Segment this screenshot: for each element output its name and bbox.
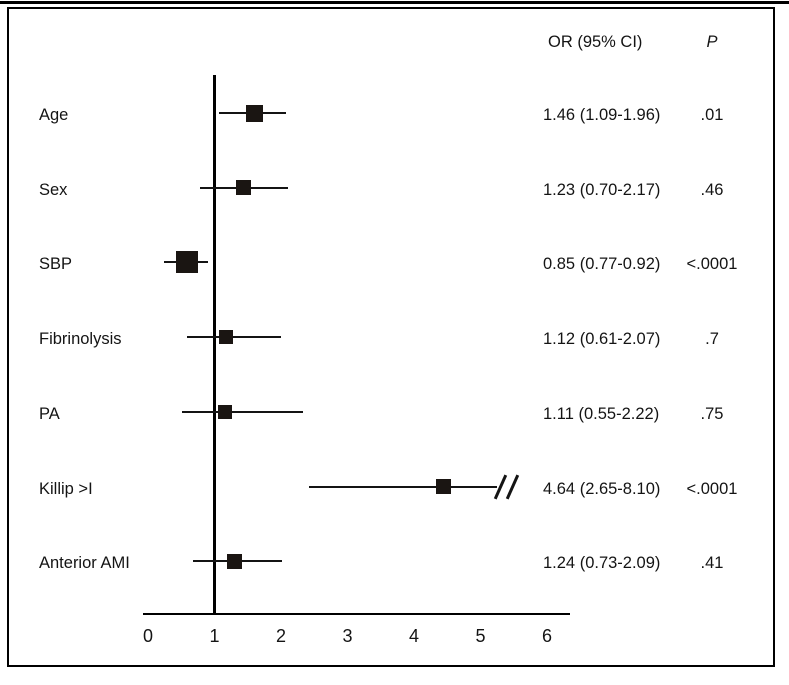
or-ci-value: 1.46 (1.09-1.96)	[543, 106, 661, 124]
figure-border	[7, 7, 775, 667]
row-label: SBP	[39, 255, 73, 274]
or-point-marker	[235, 180, 251, 196]
p-value: <.0001	[686, 479, 738, 498]
or-point-marker	[245, 104, 263, 122]
x-axis-tick-label: 5	[475, 626, 486, 646]
p-value: <.0001	[686, 255, 738, 274]
row-label: Anterior AMI	[39, 554, 130, 573]
p-value: .75	[700, 404, 724, 423]
ci-line	[308, 485, 498, 488]
top-rule	[0, 1, 789, 4]
or-ci-column-header: OR (95% CI)	[548, 33, 643, 51]
x-axis-tick-label: 6	[541, 626, 552, 646]
p-value: .46	[700, 180, 724, 199]
x-axis-tick-label: 0	[142, 626, 153, 646]
row-label: Fibrinolysis	[39, 330, 122, 349]
or-ci-value: 1.11 (0.55-2.22)	[543, 404, 660, 423]
ci-line	[181, 410, 303, 413]
or-point-marker	[218, 404, 233, 419]
p-column-header: P	[706, 33, 718, 51]
x-axis-line	[143, 613, 570, 615]
or-point-marker	[218, 330, 233, 345]
ci-line	[186, 336, 281, 339]
row-label: Killip >I	[39, 479, 93, 498]
or-ci-value: 1.12 (0.61-2.07)	[543, 330, 661, 349]
or-point-marker	[175, 251, 198, 274]
x-axis-tick-label: 3	[342, 626, 353, 646]
or-ci-value: 0.85 (0.77-0.92)	[543, 255, 661, 274]
row-label: Sex	[39, 180, 68, 199]
row-label: Age	[39, 106, 69, 124]
or-point-marker	[436, 479, 452, 494]
p-value: .41	[700, 554, 724, 573]
x-axis-tick-label: 2	[275, 626, 286, 646]
or-ci-value: 1.23 (0.70-2.17)	[543, 180, 661, 199]
x-axis-tick-label: 1	[209, 626, 220, 646]
reference-line	[213, 75, 216, 613]
x-axis-tick-label: 4	[408, 626, 419, 646]
or-point-marker	[226, 553, 242, 569]
row-label: PA	[39, 404, 60, 423]
p-value: .7	[705, 330, 719, 349]
or-ci-value: 1.24 (0.73-2.09)	[543, 554, 661, 573]
or-ci-value: 4.64 (2.65-8.10)	[543, 479, 661, 498]
p-value: .01	[700, 106, 724, 124]
